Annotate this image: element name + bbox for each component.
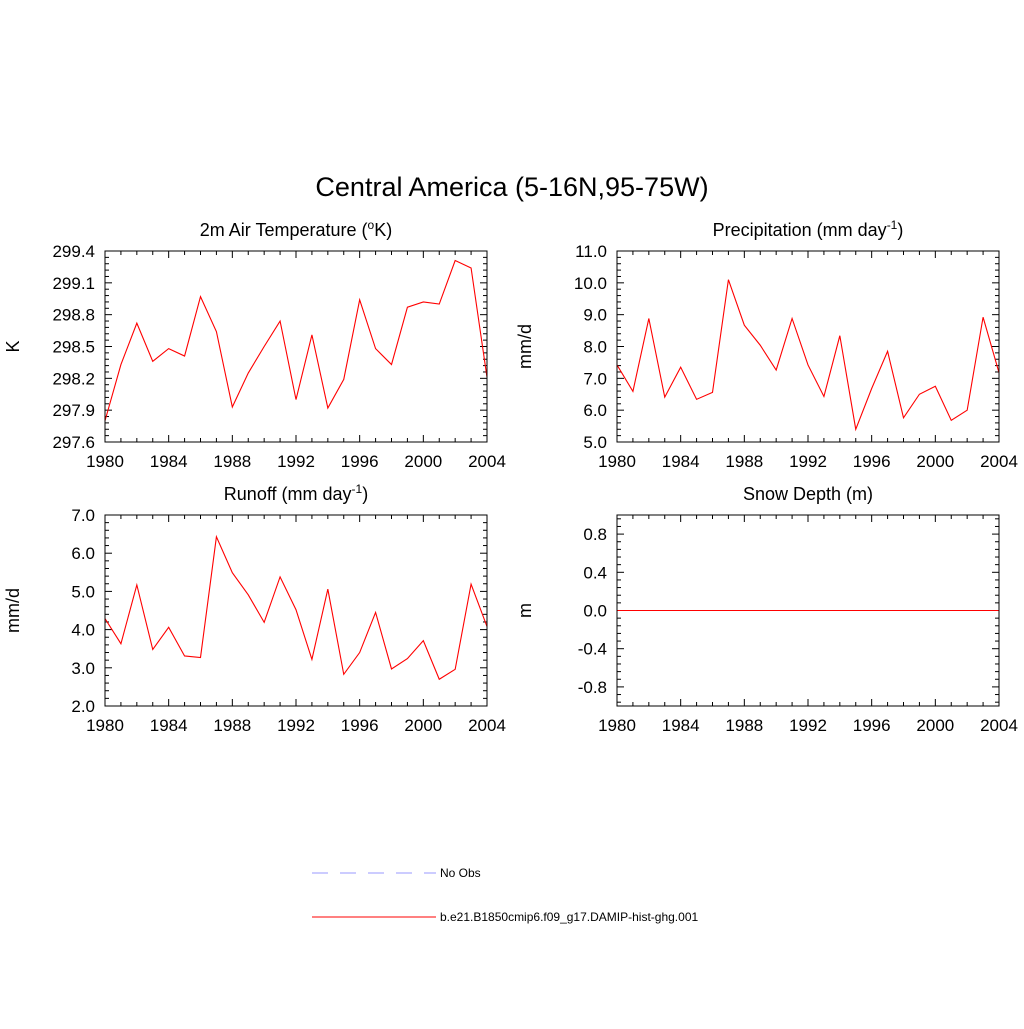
x-tick-label: 1980: [598, 716, 636, 735]
x-tick-label: 2000: [404, 716, 442, 735]
figure-title: Central America (5-16N,95-75W): [315, 172, 708, 202]
x-tick-label: 1984: [662, 452, 700, 471]
y-tick-label: 297.6: [52, 433, 95, 452]
x-tick-label: 1984: [662, 716, 700, 735]
y-tick-label: 298.2: [52, 369, 95, 388]
y-tick-label: 3.0: [71, 659, 95, 678]
y-tick-label: 298.5: [52, 338, 95, 357]
panel-title-superscript: -1: [887, 218, 898, 232]
x-tick-label: 1988: [213, 716, 251, 735]
x-tick-label: 1988: [725, 716, 763, 735]
y-tick-label: 297.9: [52, 401, 95, 420]
legend: No Obs b.e21.B1850cmip6.f09_g17.DAMIP-his…: [312, 866, 698, 924]
panel-title-text: 2m Air Temperature (: [200, 220, 368, 240]
plot-frame: [616, 514, 1000, 707]
y-axis-label: mm/d: [3, 588, 23, 633]
y-tick-label: 5.0: [583, 433, 607, 452]
y-axis-label: mm/d: [515, 324, 535, 369]
y-tick-label: 8.0: [583, 338, 607, 357]
y-tick-label: 0.4: [583, 563, 607, 582]
y-tick-label: 298.8: [52, 306, 95, 325]
panel-title: Precipitation (mm day-1): [713, 218, 904, 240]
x-tick-label: 1996: [853, 716, 891, 735]
series-line-1: [104, 534, 488, 681]
x-tick-label: 1980: [86, 452, 124, 471]
y-tick-label: 2.0: [71, 697, 95, 716]
chart-panel-1: 2m Air Temperature (oK) K 1980 1984 1988 1992…: [3, 218, 506, 471]
x-tick-label: 1992: [789, 452, 827, 471]
y-axis-label: m: [515, 603, 535, 618]
plot-frame: [104, 514, 488, 707]
chart-panel-2: Precipitation (mm day-1) mm/d 1980 1984 1988…: [515, 218, 1018, 471]
panel-title-text: Precipitation (mm day: [713, 220, 887, 240]
plot-frame: [104, 250, 488, 443]
panel-title: Snow Depth (m): [743, 484, 873, 504]
series-line-1: [104, 259, 488, 421]
y-tick-label: 9.0: [583, 306, 607, 325]
y-axis-label: K: [3, 340, 23, 352]
y-tick-label: 5.0: [71, 582, 95, 601]
x-tick-label: 1992: [277, 716, 315, 735]
y-tick-label: 11.0: [575, 242, 607, 261]
y-tick-label: 0.8: [583, 525, 607, 544]
panel-title-suffix: K): [374, 220, 392, 240]
x-tick-label: 1992: [789, 716, 827, 735]
y-tick-label: 4.0: [71, 621, 95, 640]
x-tick-label: 2004: [980, 716, 1018, 735]
x-tick-label: 1988: [213, 452, 251, 471]
x-tick-label: 1988: [725, 452, 763, 471]
y-tick-label: 0.0: [583, 602, 607, 621]
y-tick-label: -0.4: [578, 640, 607, 659]
x-tick-label: 1980: [598, 452, 636, 471]
panels: 2m Air Temperature (oK) K 1980 1984 1988 1992…: [3, 218, 1018, 735]
panel-title-text: Snow Depth (m): [743, 484, 873, 504]
x-tick-label: 2000: [916, 716, 954, 735]
y-tick-label: 6.0: [583, 401, 607, 420]
panel-title-suffix: ): [897, 220, 903, 240]
y-tick-label: 7.0: [71, 506, 95, 525]
panel-title: 2m Air Temperature (oK): [200, 218, 392, 240]
y-tick-label: 10.0: [574, 274, 607, 293]
x-tick-label: 2000: [916, 452, 954, 471]
panel-title-suffix: ): [362, 484, 368, 504]
series-line-1: [616, 279, 1000, 432]
legend-label-2: b.e21.B1850cmip6.f09_g17.DAMIP-hist-ghg.…: [440, 910, 698, 924]
chart-panel-4: Snow Depth (m) m 1980 1984 1988 1992 1996 2000 2…: [515, 484, 1018, 735]
x-tick-label: 2004: [980, 452, 1018, 471]
x-tick-label: 1996: [853, 452, 891, 471]
legend-label-1: No Obs: [440, 866, 481, 880]
panel-title-text: Runoff (mm day: [224, 484, 352, 504]
x-tick-label: 1996: [341, 452, 379, 471]
x-tick-label: 2004: [468, 716, 506, 735]
x-tick-label: 2000: [404, 452, 442, 471]
x-tick-label: 2004: [468, 452, 506, 471]
y-tick-label: -0.8: [578, 678, 607, 697]
y-tick-label: 299.4: [52, 242, 95, 261]
panel-title: Runoff (mm day-1): [224, 482, 368, 504]
chart-panel-3: Runoff (mm day-1) mm/d 1980 1984 1988 1992 199…: [3, 482, 506, 735]
plot-frame: [616, 250, 1000, 443]
panel-title-superscript: o: [368, 218, 375, 232]
x-tick-label: 1996: [341, 716, 379, 735]
y-tick-label: 299.1: [52, 274, 95, 293]
x-tick-label: 1984: [150, 452, 188, 471]
x-tick-label: 1992: [277, 452, 315, 471]
panel-title-superscript: -1: [352, 482, 363, 496]
y-tick-label: 6.0: [71, 544, 95, 563]
x-tick-label: 1980: [86, 716, 124, 735]
x-tick-label: 1984: [150, 716, 188, 735]
y-tick-label: 7.0: [583, 369, 607, 388]
